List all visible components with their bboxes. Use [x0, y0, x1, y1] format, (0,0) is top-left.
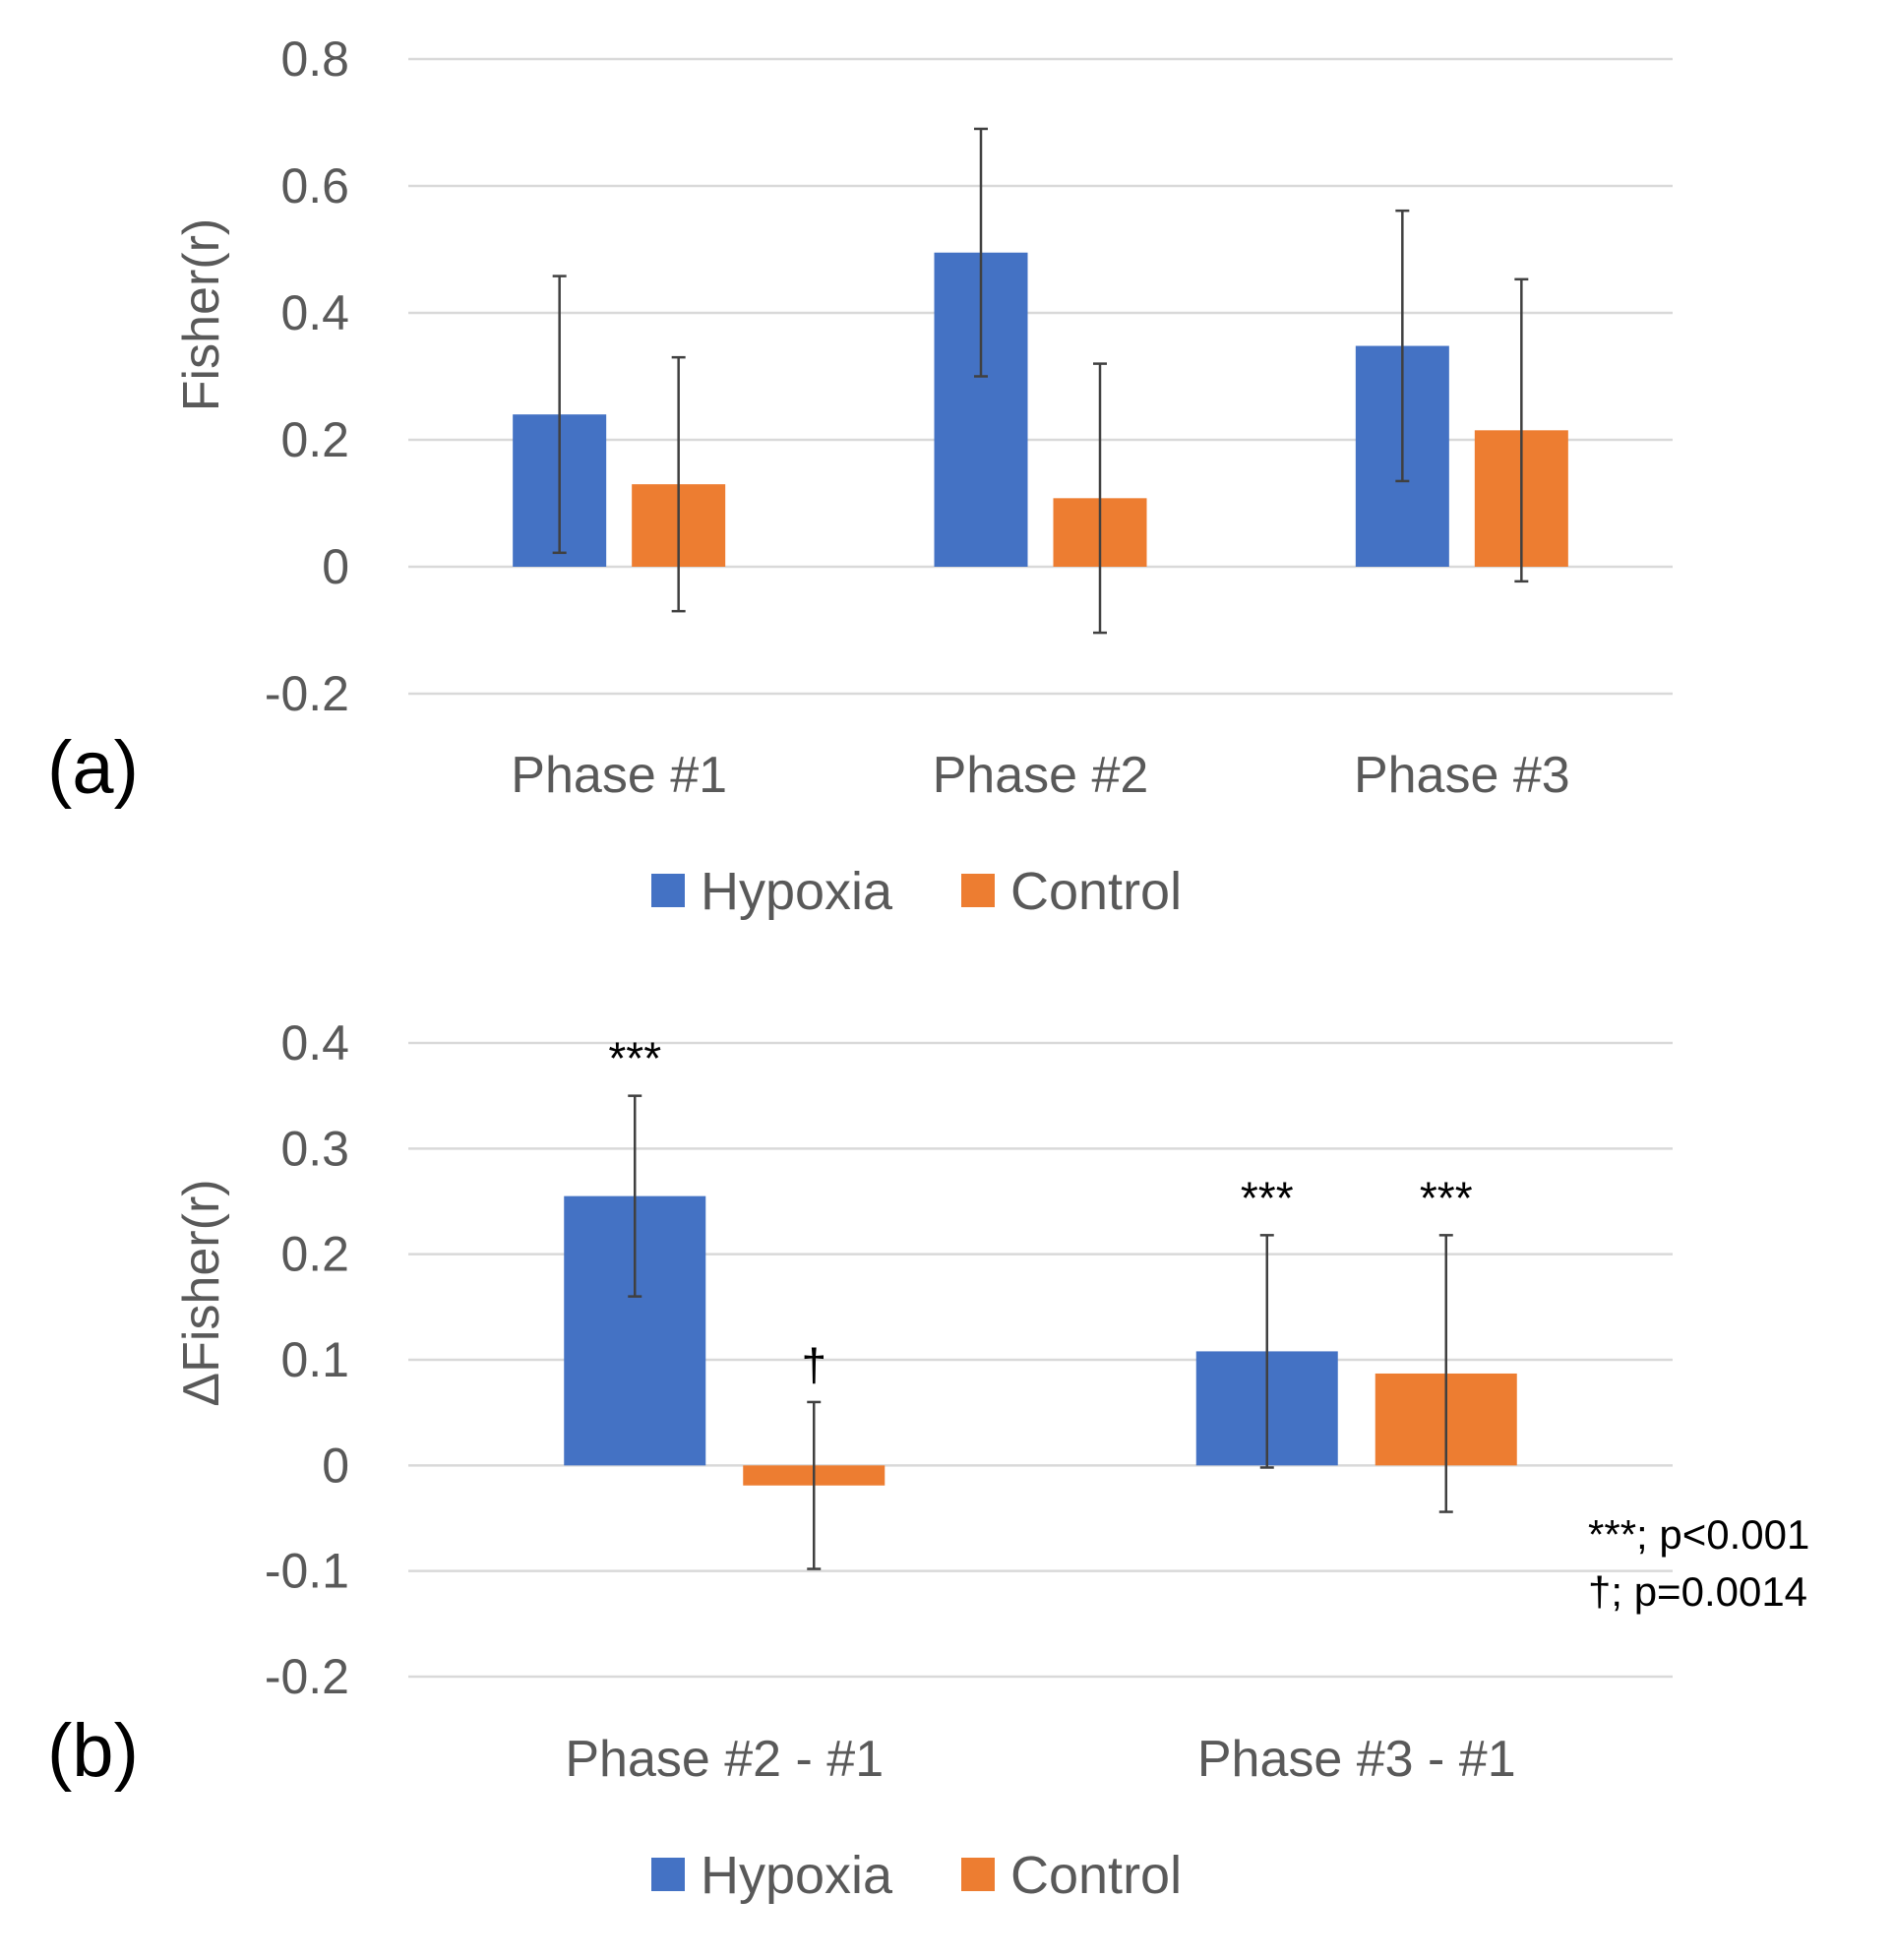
chart-b-annotations: *** † *** ***	[608, 1033, 1472, 1390]
chart-b: *** † *** *** -0.2 -0.1 0 0.1 0.2 0.3 0.4 Phase #…	[47, 1015, 1809, 1905]
chart-a-x-tick-label: Phase #2	[933, 747, 1149, 804]
chart-a-legend: Hypoxia Control	[651, 862, 1182, 921]
chart-a-y-tick-label: -0.2	[265, 666, 349, 721]
chart-b-significance-marker: ***	[608, 1033, 661, 1084]
chart-b-legend-swatch-control	[961, 1858, 995, 1891]
chart-b-y-tick-label: -0.1	[265, 1544, 349, 1599]
chart-a-x-tick-label: Phase #1	[511, 747, 727, 804]
chart-b-y-tick-label: 0.3	[280, 1121, 349, 1176]
chart-a-legend-swatch-control	[961, 874, 995, 907]
chart-b-x-tick-label: Phase #2 - #1	[565, 1731, 884, 1788]
chart-b-note-p0014: †; p=0.0014	[1588, 1568, 1807, 1615]
chart-b-legend-label-hypoxia: Hypoxia	[701, 1846, 893, 1905]
chart-a-gridlines	[408, 57, 1673, 696]
chart-b-x-tick-label: Phase #3 - #1	[1197, 1731, 1516, 1788]
chart-a-bars	[513, 252, 1568, 567]
chart-a-y-axis-label: Fisher(r)	[173, 218, 230, 411]
chart-a-panel-label: (a)	[47, 726, 139, 810]
chart-b-y-axis-label: ΔFisher(r)	[173, 1179, 230, 1406]
chart-a-legend-label-control: Control	[1010, 862, 1182, 921]
chart-b-legend-swatch-hypoxia	[651, 1858, 685, 1891]
chart-b-y-tick-label: 0.4	[280, 1015, 349, 1071]
chart-b-bars	[564, 1195, 1517, 1486]
chart-b-legend: Hypoxia Control	[651, 1846, 1182, 1905]
chart-b-y-tick-label: 0.2	[280, 1227, 349, 1282]
chart-a-legend-swatch-hypoxia	[651, 874, 685, 907]
chart-b-legend-label-control: Control	[1010, 1846, 1182, 1905]
chart-a-y-tick-label: 0.6	[280, 158, 349, 214]
chart-b-y-tick-label: 0	[322, 1438, 349, 1493]
chart-b-significance-marker: ***	[1241, 1172, 1294, 1223]
chart-a-y-tick-label: 0.4	[280, 285, 349, 340]
chart-a-y-tick-label: 0.2	[280, 412, 349, 467]
chart-b-x-ticks: Phase #2 - #1 Phase #3 - #1	[565, 1731, 1515, 1788]
chart-b-significance-marker: ***	[1420, 1172, 1473, 1223]
chart-a-legend-label-hypoxia: Hypoxia	[701, 862, 893, 921]
chart-a-y-tick-label: 0.8	[280, 31, 349, 87]
chart-b-note-p001: ***; p<0.001	[1588, 1511, 1809, 1558]
chart-b-y-tick-label: 0.1	[280, 1332, 349, 1387]
chart-a-x-tick-label: Phase #3	[1354, 747, 1570, 804]
chart-b-significance-marker: †	[801, 1339, 826, 1390]
chart-b-y-tick-label: -0.2	[265, 1649, 349, 1704]
chart-b-panel-label: (b)	[47, 1709, 139, 1793]
chart-a-y-ticks: -0.2 0 0.2 0.4 0.6 0.8	[265, 31, 349, 721]
chart-b-y-ticks: -0.2 -0.1 0 0.1 0.2 0.3 0.4	[265, 1015, 349, 1704]
chart-a-y-tick-label: 0	[322, 539, 349, 594]
chart-b-error-bars	[628, 1094, 1453, 1570]
chart-a: -0.200.20.40.60.8 Phase #1 Phase #2 Phase …	[47, 31, 1673, 921]
chart-a-error-bars	[552, 127, 1529, 635]
chart-a-x-ticks: Phase #1 Phase #2 Phase #3	[511, 747, 1569, 804]
